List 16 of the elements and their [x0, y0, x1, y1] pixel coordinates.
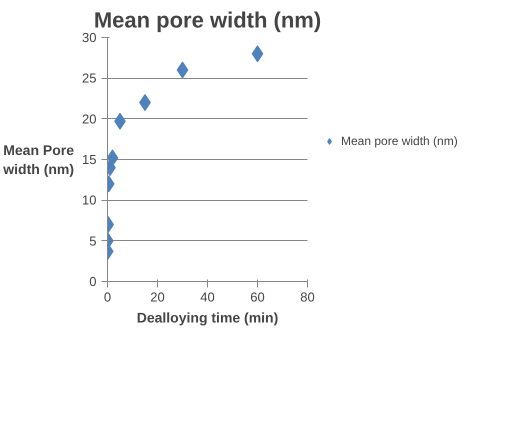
x-tick-label: 60	[250, 290, 265, 304]
chart-title: Mean pore width (nm)	[94, 8, 322, 32]
legend-label: Mean pore width (nm)	[341, 134, 458, 148]
x-tick-label: 40	[200, 290, 215, 304]
y-tick-label: 0	[89, 274, 97, 289]
x-tick-label: 80	[300, 290, 315, 304]
y-tick-label: 30	[82, 30, 97, 45]
x-tick-label: 0	[104, 290, 112, 304]
y-tick-label: 10	[82, 192, 97, 208]
y-tick-label: 15	[82, 152, 97, 167]
x-axis-title: Dealloying time (min)	[136, 310, 278, 326]
y-tick-label: 20	[82, 111, 97, 126]
y-tick-label: 25	[82, 70, 97, 86]
y-axis-title: Mean Pore width (nm)	[2, 142, 74, 178]
y-tick-label: 5	[89, 233, 97, 248]
x-tick-label: 20	[150, 290, 165, 304]
